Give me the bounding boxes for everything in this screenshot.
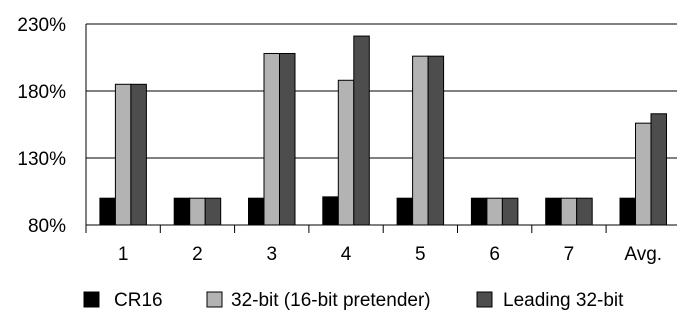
x-tick-label: 7 [564, 244, 575, 265]
bar-4-series-1 [323, 197, 339, 225]
bar-4-series-2 [338, 80, 354, 225]
bar-2-series-2 [190, 198, 206, 225]
bar-7-series-1 [546, 198, 562, 225]
legend-swatch-series-1 [84, 292, 99, 307]
x-tick-label: 1 [118, 244, 129, 265]
legend-label-series-2: 32-bit (16-bit pretender) [231, 290, 431, 311]
bar-5-series-3 [428, 56, 444, 225]
bar-7-series-2 [561, 198, 577, 225]
y-tick-label: 180% [17, 82, 66, 103]
bar-3-series-1 [249, 198, 265, 225]
bar-2-series-3 [205, 198, 221, 225]
legend-label-series-1: CR16 [114, 290, 163, 311]
bar-1-series-2 [115, 84, 130, 225]
bar-avg-series-2 [636, 123, 652, 225]
x-tick-label: 6 [489, 244, 500, 265]
bar-3-series-2 [264, 53, 280, 225]
bar-5-series-1 [397, 198, 413, 225]
bars [100, 36, 667, 225]
x-tick-label: Avg. [624, 244, 662, 265]
legend: CR16 32-bit (16-bit pretender) Leading 32-… [84, 290, 624, 311]
legend-swatch-series-3 [477, 292, 492, 307]
bar-3-series-3 [280, 53, 296, 225]
x-tick-label: 3 [266, 244, 277, 265]
bar-6-series-2 [487, 198, 503, 225]
bar-4-series-3 [354, 36, 370, 225]
x-tick-label: 2 [192, 244, 203, 265]
bar-2-series-1 [174, 198, 190, 225]
bar-avg-series-1 [620, 198, 636, 225]
legend-swatch-series-2 [207, 292, 222, 307]
y-tick-label: 130% [17, 149, 66, 170]
legend-label-series-3: Leading 32-bit [503, 290, 624, 311]
gridlines [86, 24, 677, 158]
bar-1-series-3 [131, 84, 147, 225]
bar-6-series-1 [471, 198, 487, 225]
bar-1-series-1 [100, 198, 116, 225]
bar-5-series-2 [413, 56, 429, 225]
bar-7-series-3 [577, 198, 593, 225]
x-tick-label: 4 [341, 244, 352, 265]
bar-avg-series-3 [651, 114, 667, 225]
y-tick-label: 80% [28, 216, 66, 237]
bar-6-series-3 [502, 198, 518, 225]
x-tick-label: 5 [415, 244, 426, 265]
y-tick-label: 230% [17, 15, 66, 36]
